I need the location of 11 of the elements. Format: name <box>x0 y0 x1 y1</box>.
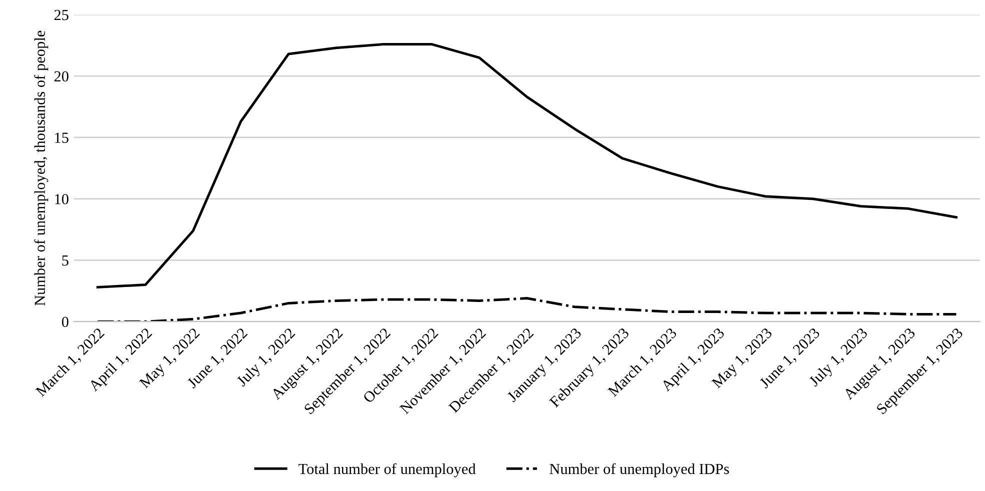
legend-label: Total number of unemployed <box>298 463 476 478</box>
y-tick-label: 20 <box>54 71 68 82</box>
y-tick-label: 0 <box>62 316 68 328</box>
line-series <box>96 297 958 322</box>
y-tick-label: 15 <box>55 132 68 143</box>
line-series <box>96 42 958 288</box>
y-tick-label: 25 <box>54 10 68 20</box>
y-axis-title: Number of unemployed, thousands of people <box>34 30 48 306</box>
y-tick-label: 5 <box>62 256 68 266</box>
legend-label: Number of unemployed IDPs <box>550 463 729 478</box>
y-tick-label: 10 <box>55 194 68 204</box>
